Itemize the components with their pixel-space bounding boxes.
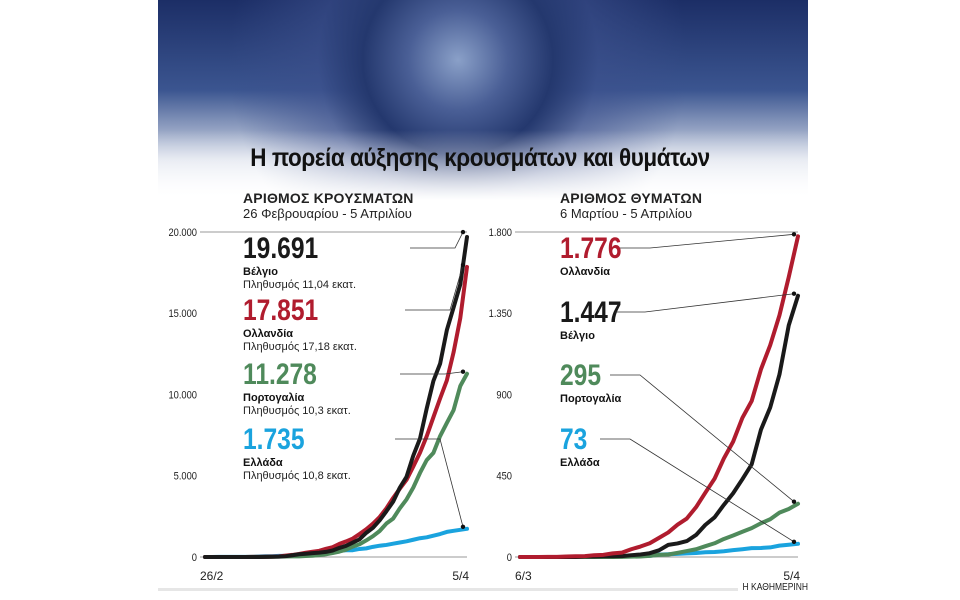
- series-value-label: 295: [560, 358, 601, 392]
- leader-dot: [791, 499, 797, 504]
- x-tick-label-start: 26/2: [200, 569, 224, 583]
- y-tick-label: 5.000: [174, 471, 198, 483]
- series-value-label: 11.278: [243, 357, 317, 391]
- x-tick-label-end: 5/4: [452, 569, 469, 583]
- y-tick-label: 900: [496, 390, 512, 402]
- series-line-0: [518, 234, 800, 559]
- series-value-label: 1.447: [560, 295, 622, 329]
- page-title: Η πορεία αύξησης κρουσμάτων και θυμάτων: [250, 144, 710, 172]
- leader-dot: [460, 369, 466, 374]
- series-name-label: Βέλγιο: [560, 330, 595, 342]
- leader-line: [400, 371, 464, 375]
- y-tick-label: 15.000: [168, 309, 197, 321]
- leader-dot: [460, 262, 466, 268]
- y-tick-label: 1.800: [489, 227, 513, 239]
- series-name-label: Πορτογαλία: [243, 392, 305, 404]
- leader-line: [395, 438, 464, 527]
- leader-line: [405, 264, 464, 311]
- deaths-chart-subtitle: 6 Μαρτίου - 5 Απριλίου: [560, 206, 693, 221]
- leader-dot: [791, 232, 797, 237]
- leader-line: [600, 438, 795, 543]
- y-tick-label: 450: [496, 471, 512, 483]
- series-population-note: Πληθυσμός 10,3 εκατ.: [243, 405, 351, 417]
- series-name-label: Ολλανδία: [243, 328, 293, 340]
- leader-dot: [791, 539, 797, 545]
- cases-chart-subtitle: 26 Φεβρουαρίου - 5 Απριλίου: [243, 206, 412, 221]
- series-value-label: 19.691: [243, 231, 318, 265]
- cases-chart-header: ΑΡΙΘΜΟΣ ΚΡΟΥΣΜΑΤΩΝ 26 Φεβρουαρίου - 5 Απ…: [243, 190, 414, 221]
- leader-dot: [791, 291, 797, 296]
- leader-line: [615, 293, 795, 313]
- x-tick-label-end: 5/4: [783, 569, 800, 583]
- y-tick-label: 1.350: [489, 309, 513, 321]
- series-value-label: 1.776: [560, 231, 622, 265]
- deaths-chart-header: ΑΡΙΘΜΟΣ ΘΥΜΑΤΩΝ 6 Μαρτίου - 5 Απριλίου: [560, 190, 702, 221]
- series-population-note: Πληθυσμός 11,04 εκατ.: [243, 279, 356, 291]
- y-tick-label: 0: [192, 552, 197, 564]
- series-name-label: Ελλάδα: [560, 457, 600, 469]
- publisher-credit: Η ΚΑΘΗΜΕΡΙΝΗ: [742, 582, 808, 593]
- leader-dot: [460, 524, 466, 530]
- series-line-0: [203, 235, 469, 559]
- leader-line: [620, 233, 795, 249]
- leader-dot: [460, 229, 466, 235]
- series-name-label: Πορτογαλία: [560, 393, 622, 405]
- deaths-chart-title: ΑΡΙΘΜΟΣ ΘΥΜΑΤΩΝ: [560, 190, 703, 206]
- series-name-label: Βέλγιο: [243, 266, 278, 278]
- leader-line: [410, 231, 464, 249]
- series-population-note: Πληθυσμός 17,18 εκατ.: [243, 341, 357, 353]
- series-value-label: 73: [560, 422, 587, 456]
- series-name-label: Ολλανδία: [560, 266, 610, 278]
- series-value-label: 17.851: [243, 293, 318, 327]
- series-name-label: Ελλάδα: [243, 457, 283, 469]
- footer-divider: [158, 588, 738, 591]
- cases-chart-title: ΑΡΙΘΜΟΣ ΚΡΟΥΣΜΑΤΩΝ: [243, 190, 414, 206]
- leader-line: [610, 374, 795, 503]
- series-population-note: Πληθυσμός 10,8 εκατ.: [243, 470, 351, 482]
- x-tick-label-start: 6/3: [515, 569, 532, 583]
- y-tick-label: 20.000: [168, 227, 197, 239]
- y-tick-label: 0: [507, 552, 512, 564]
- virus-header-image: [158, 0, 808, 200]
- y-tick-label: 10.000: [168, 390, 197, 402]
- series-value-label: 1.735: [243, 422, 305, 456]
